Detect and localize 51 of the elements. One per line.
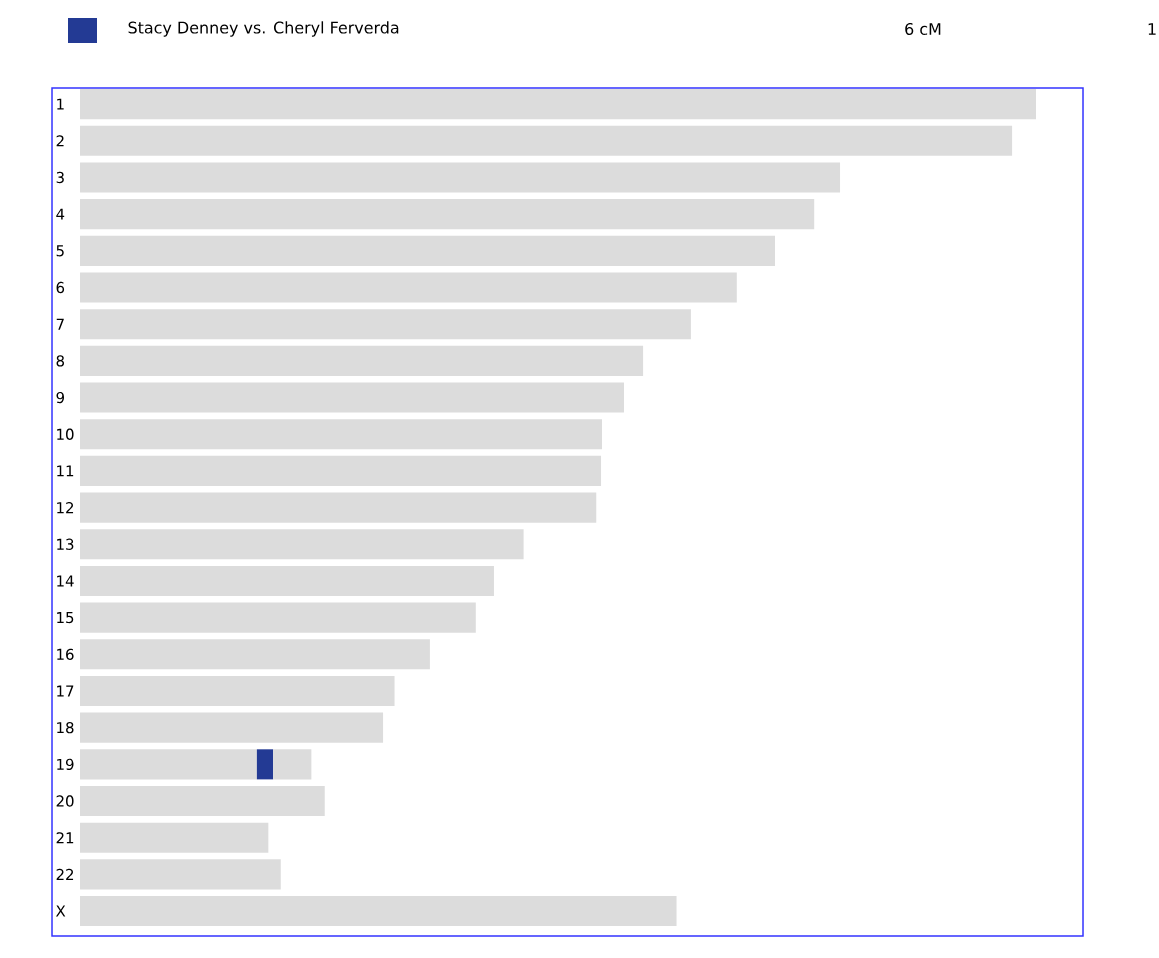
bar bbox=[80, 125, 1013, 156]
y-tick-label: 3 bbox=[56, 171, 64, 184]
bar bbox=[80, 309, 691, 340]
y-tick-label: 13 bbox=[57, 538, 74, 550]
y-tick-label: 10 bbox=[57, 428, 74, 440]
bar bbox=[80, 639, 430, 670]
y-tick-label: 9 bbox=[56, 391, 64, 404]
y-tick-label: X bbox=[55, 905, 66, 917]
y-tick-label: 16 bbox=[57, 648, 74, 660]
y-tick-label: 1 bbox=[57, 98, 64, 110]
bar bbox=[80, 822, 269, 853]
y-tick-label: 4 bbox=[56, 208, 65, 220]
bar bbox=[80, 382, 624, 413]
bar bbox=[80, 235, 776, 266]
bar bbox=[80, 749, 257, 780]
bar bbox=[80, 602, 476, 633]
bar bbox=[80, 162, 841, 193]
text: 1 bbox=[1148, 23, 1156, 35]
legend-label: Stacy Denney vs. Cheryl Ferverda bbox=[128, 21, 399, 37]
y-tick-label: 21 bbox=[56, 832, 74, 844]
y-tick-label: 8 bbox=[56, 355, 65, 367]
bar bbox=[80, 675, 395, 707]
bar bbox=[80, 859, 281, 890]
y-tick-label: 14 bbox=[57, 575, 74, 587]
bar bbox=[80, 492, 597, 523]
bar bbox=[256, 749, 274, 780]
y-tick-label: 22 bbox=[56, 868, 74, 880]
y-tick-label: 17 bbox=[57, 685, 74, 697]
bar bbox=[80, 712, 384, 743]
bar bbox=[80, 565, 494, 596]
bar bbox=[80, 419, 602, 450]
bar bbox=[80, 455, 602, 486]
text: 6 cM bbox=[905, 22, 941, 36]
bar bbox=[80, 896, 677, 927]
y-tick-label: 18 bbox=[57, 722, 74, 734]
y-tick-label: 12 bbox=[57, 502, 74, 514]
bar bbox=[273, 749, 312, 780]
y-tick-label: 5 bbox=[56, 245, 64, 257]
bar bbox=[80, 345, 644, 376]
y-tick-label: 19 bbox=[57, 758, 74, 770]
bar bbox=[80, 199, 815, 230]
y-tick-label: 20 bbox=[56, 795, 74, 807]
bar bbox=[80, 529, 524, 560]
y-tick-label: 7 bbox=[56, 318, 64, 330]
bar bbox=[80, 785, 325, 817]
y-tick-label: 6 bbox=[56, 281, 65, 294]
bar bbox=[80, 89, 1037, 120]
y-tick-label: 11 bbox=[57, 465, 74, 477]
y-tick-label: 2 bbox=[56, 135, 64, 147]
bar bbox=[80, 272, 737, 303]
y-tick-label: 15 bbox=[57, 612, 74, 624]
